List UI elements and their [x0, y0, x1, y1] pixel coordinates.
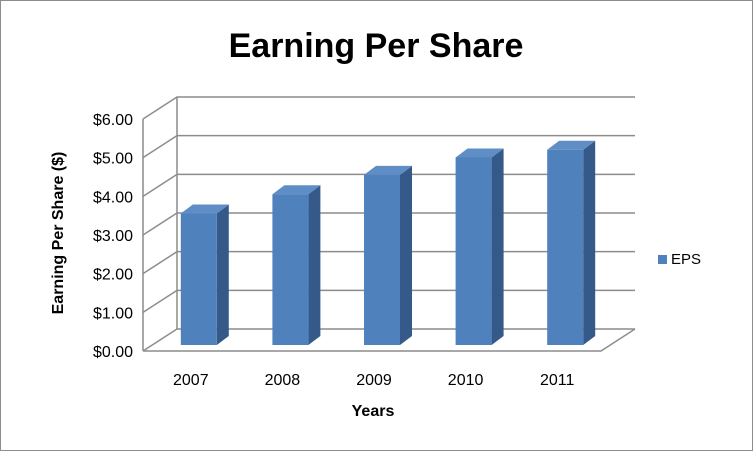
legend-label-eps: EPS [671, 251, 701, 268]
y-tick-label: $6.00 [93, 112, 133, 129]
bar-front-face [455, 157, 492, 345]
bars [180, 140, 596, 345]
legend-swatch-eps [658, 255, 667, 264]
bar-top-face [547, 140, 596, 150]
bar-top-face [455, 148, 504, 158]
bar-top-face [272, 185, 321, 195]
bar-2007 [180, 204, 229, 345]
bar-front-face [547, 149, 584, 345]
bar-2009 [364, 165, 412, 345]
y-tick-label: $1.00 [93, 305, 133, 322]
x-tick-label: 2007 [173, 372, 209, 389]
bar-side-face [491, 148, 504, 345]
bar-2008 [272, 185, 321, 345]
bar-side-face [308, 185, 321, 345]
bar-2011 [547, 140, 596, 345]
x-axis-title: Years [352, 403, 395, 420]
x-tick-label: 2009 [356, 372, 392, 389]
bar-side-face [216, 204, 229, 345]
bar-top-face [180, 204, 229, 214]
x-tick-label: 2010 [448, 372, 484, 389]
y-axis-title: Earning Per Share ($) [50, 152, 67, 315]
bar-front-face [180, 213, 217, 345]
bar-top-face [364, 165, 412, 175]
y-tick-label: $5.00 [93, 151, 133, 168]
x-tick-labels: 2007 2008 2009 2010 2011 [173, 372, 575, 389]
bar-front-face [364, 174, 400, 345]
y-tick-label: $2.00 [93, 267, 133, 284]
bar-side-face [583, 140, 596, 345]
floor-edge [143, 328, 636, 352]
legend: EPS [658, 251, 701, 268]
y-tick-label: $4.00 [93, 189, 133, 206]
x-tick-label: 2011 [540, 372, 575, 389]
x-tick-label: 2008 [265, 372, 301, 389]
y-tick-labels: $0.00 $1.00 $2.00 $3.00 $4.00 $5.00 $6.00 [93, 112, 133, 361]
y-tick-label: $3.00 [93, 228, 133, 245]
gridline [142, 96, 635, 120]
gridlines [142, 96, 636, 352]
chart-title: Earning Per Share [229, 27, 524, 65]
bar-side-face [400, 165, 412, 345]
bar-2010 [455, 148, 504, 345]
y-tick-label: $0.00 [93, 344, 133, 361]
bar-front-face [272, 194, 309, 345]
